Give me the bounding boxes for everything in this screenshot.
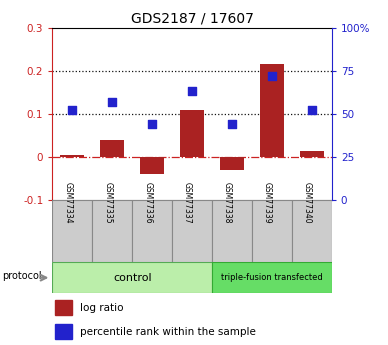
Bar bbox=[252, 200, 292, 262]
Bar bbox=[172, 200, 212, 262]
Bar bbox=[212, 200, 252, 262]
Text: protocol: protocol bbox=[3, 271, 42, 281]
Point bbox=[269, 73, 275, 79]
Bar bbox=[180, 110, 204, 157]
Text: GSM77340: GSM77340 bbox=[303, 183, 312, 224]
Text: percentile rank within the sample: percentile rank within the sample bbox=[80, 327, 256, 336]
Point bbox=[69, 108, 75, 113]
Text: log ratio: log ratio bbox=[80, 303, 124, 313]
Text: GSM77335: GSM77335 bbox=[103, 183, 112, 224]
Point bbox=[309, 108, 315, 113]
Point bbox=[149, 121, 155, 127]
Bar bbox=[220, 157, 244, 170]
Bar bbox=[55, 324, 72, 339]
Text: GSM77339: GSM77339 bbox=[263, 183, 272, 224]
Bar bbox=[300, 150, 324, 157]
Text: GSM77338: GSM77338 bbox=[223, 183, 232, 224]
Bar bbox=[132, 200, 172, 262]
Bar bbox=[92, 200, 132, 262]
Bar bbox=[212, 262, 332, 293]
Bar bbox=[52, 200, 92, 262]
Text: triple-fusion transfected: triple-fusion transfected bbox=[221, 273, 323, 282]
Point bbox=[109, 99, 115, 105]
Point bbox=[229, 121, 235, 127]
Text: GSM77337: GSM77337 bbox=[183, 183, 192, 224]
Bar bbox=[52, 262, 212, 293]
Bar bbox=[140, 157, 164, 174]
Text: GSM77336: GSM77336 bbox=[143, 183, 152, 224]
Bar bbox=[100, 140, 124, 157]
Bar bbox=[292, 200, 332, 262]
Title: GDS2187 / 17607: GDS2187 / 17607 bbox=[131, 11, 253, 25]
Text: GSM77334: GSM77334 bbox=[63, 183, 72, 224]
Bar bbox=[260, 64, 284, 157]
Bar bbox=[55, 300, 72, 315]
Bar bbox=[61, 155, 84, 157]
Point bbox=[189, 89, 195, 94]
Text: control: control bbox=[113, 273, 151, 283]
